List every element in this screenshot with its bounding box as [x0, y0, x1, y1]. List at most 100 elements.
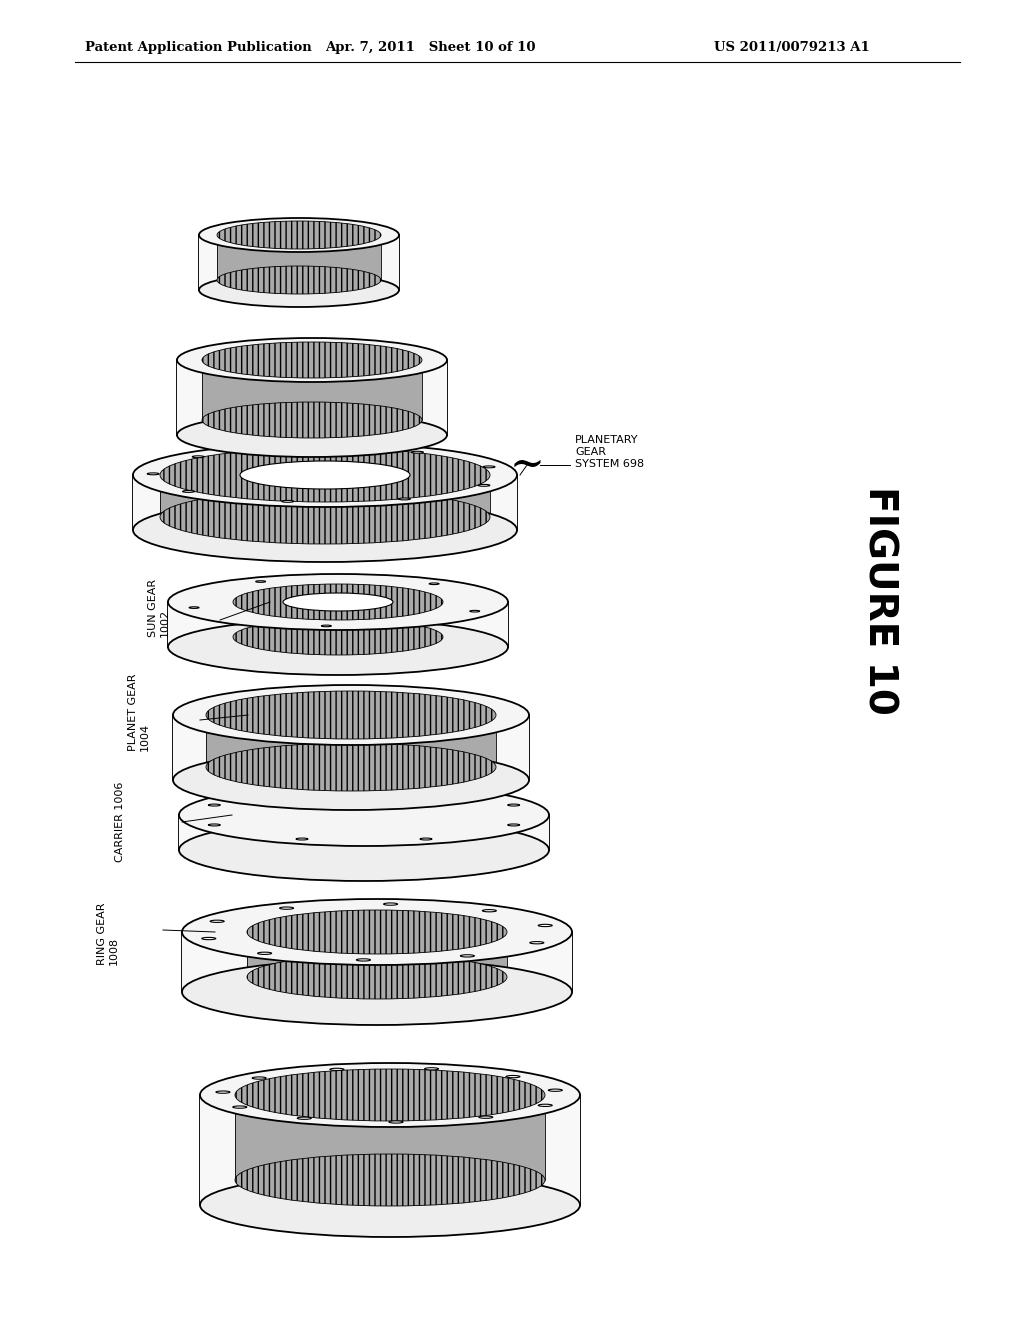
Ellipse shape [548, 1089, 562, 1092]
Ellipse shape [425, 1068, 438, 1071]
Ellipse shape [202, 403, 422, 438]
Ellipse shape [247, 909, 507, 954]
Ellipse shape [233, 583, 443, 620]
Ellipse shape [247, 954, 507, 999]
Ellipse shape [234, 1069, 545, 1121]
Ellipse shape [206, 690, 496, 739]
Ellipse shape [173, 750, 529, 810]
Ellipse shape [210, 920, 224, 923]
Ellipse shape [208, 824, 220, 826]
Ellipse shape [193, 455, 204, 458]
FancyBboxPatch shape [177, 360, 447, 436]
Ellipse shape [280, 907, 294, 909]
Ellipse shape [216, 1092, 230, 1093]
Ellipse shape [232, 1106, 247, 1109]
Ellipse shape [168, 619, 508, 675]
Ellipse shape [256, 581, 265, 582]
Ellipse shape [252, 1077, 266, 1080]
Ellipse shape [182, 899, 572, 965]
Ellipse shape [330, 1068, 344, 1071]
Ellipse shape [479, 1115, 493, 1118]
Ellipse shape [200, 1063, 580, 1127]
Ellipse shape [147, 473, 159, 475]
Text: PLANETARY
GEAR
SYSTEM 698: PLANETARY GEAR SYSTEM 698 [575, 436, 644, 469]
Ellipse shape [461, 954, 474, 957]
Ellipse shape [483, 466, 495, 467]
Ellipse shape [470, 610, 479, 612]
Text: FIGURE 10: FIGURE 10 [861, 486, 899, 714]
Ellipse shape [182, 491, 195, 492]
Ellipse shape [182, 960, 572, 1026]
FancyBboxPatch shape [133, 475, 517, 531]
Text: ~: ~ [510, 444, 545, 486]
Ellipse shape [420, 838, 432, 840]
Ellipse shape [189, 607, 199, 609]
Ellipse shape [202, 342, 422, 378]
Ellipse shape [168, 574, 508, 630]
Ellipse shape [283, 593, 393, 611]
FancyBboxPatch shape [168, 602, 508, 647]
FancyBboxPatch shape [234, 1096, 545, 1180]
Ellipse shape [322, 626, 332, 627]
Ellipse shape [482, 909, 497, 912]
Text: PLANET GEAR
1004: PLANET GEAR 1004 [128, 673, 150, 751]
FancyBboxPatch shape [179, 814, 549, 850]
Ellipse shape [160, 447, 490, 502]
FancyBboxPatch shape [173, 715, 529, 780]
FancyBboxPatch shape [202, 360, 422, 420]
Ellipse shape [179, 818, 549, 880]
Ellipse shape [200, 1173, 580, 1237]
Ellipse shape [177, 338, 447, 381]
Ellipse shape [508, 804, 519, 807]
Ellipse shape [179, 784, 549, 846]
FancyBboxPatch shape [233, 602, 443, 638]
Ellipse shape [217, 220, 381, 249]
Text: SUN GEAR
1002: SUN GEAR 1002 [148, 579, 170, 638]
Ellipse shape [478, 484, 489, 486]
Ellipse shape [429, 583, 439, 585]
Ellipse shape [233, 619, 443, 655]
Ellipse shape [234, 1154, 545, 1206]
Ellipse shape [412, 451, 423, 453]
Ellipse shape [384, 903, 397, 906]
Ellipse shape [173, 685, 529, 744]
Ellipse shape [177, 413, 447, 457]
Text: CARRIER 1006: CARRIER 1006 [115, 781, 125, 862]
Ellipse shape [208, 804, 220, 807]
Ellipse shape [199, 218, 399, 252]
Ellipse shape [508, 824, 519, 826]
Ellipse shape [398, 498, 411, 500]
FancyBboxPatch shape [206, 715, 496, 767]
Ellipse shape [217, 267, 381, 294]
Ellipse shape [389, 1121, 403, 1123]
FancyBboxPatch shape [200, 1096, 580, 1205]
FancyBboxPatch shape [160, 475, 490, 517]
Ellipse shape [133, 498, 517, 562]
Ellipse shape [539, 1105, 552, 1106]
FancyBboxPatch shape [247, 932, 507, 977]
Ellipse shape [199, 273, 399, 308]
FancyBboxPatch shape [182, 932, 572, 993]
Ellipse shape [160, 490, 490, 544]
Ellipse shape [133, 444, 517, 507]
Ellipse shape [202, 937, 216, 940]
Ellipse shape [206, 743, 496, 791]
Text: Apr. 7, 2011   Sheet 10 of 10: Apr. 7, 2011 Sheet 10 of 10 [325, 41, 536, 54]
Ellipse shape [539, 924, 552, 927]
Text: US 2011/0079213 A1: US 2011/0079213 A1 [715, 41, 870, 54]
FancyBboxPatch shape [199, 235, 399, 290]
Ellipse shape [282, 500, 294, 503]
Ellipse shape [420, 789, 432, 792]
Text: RING GEAR
1008: RING GEAR 1008 [97, 903, 119, 965]
Ellipse shape [529, 941, 544, 944]
Ellipse shape [297, 1117, 311, 1119]
Text: Patent Application Publication: Patent Application Publication [85, 41, 311, 54]
FancyBboxPatch shape [217, 235, 381, 280]
Ellipse shape [296, 789, 308, 792]
Ellipse shape [506, 1076, 520, 1077]
Ellipse shape [240, 461, 410, 488]
Ellipse shape [297, 447, 308, 449]
Ellipse shape [296, 838, 308, 840]
Ellipse shape [258, 952, 271, 954]
Ellipse shape [356, 958, 371, 961]
